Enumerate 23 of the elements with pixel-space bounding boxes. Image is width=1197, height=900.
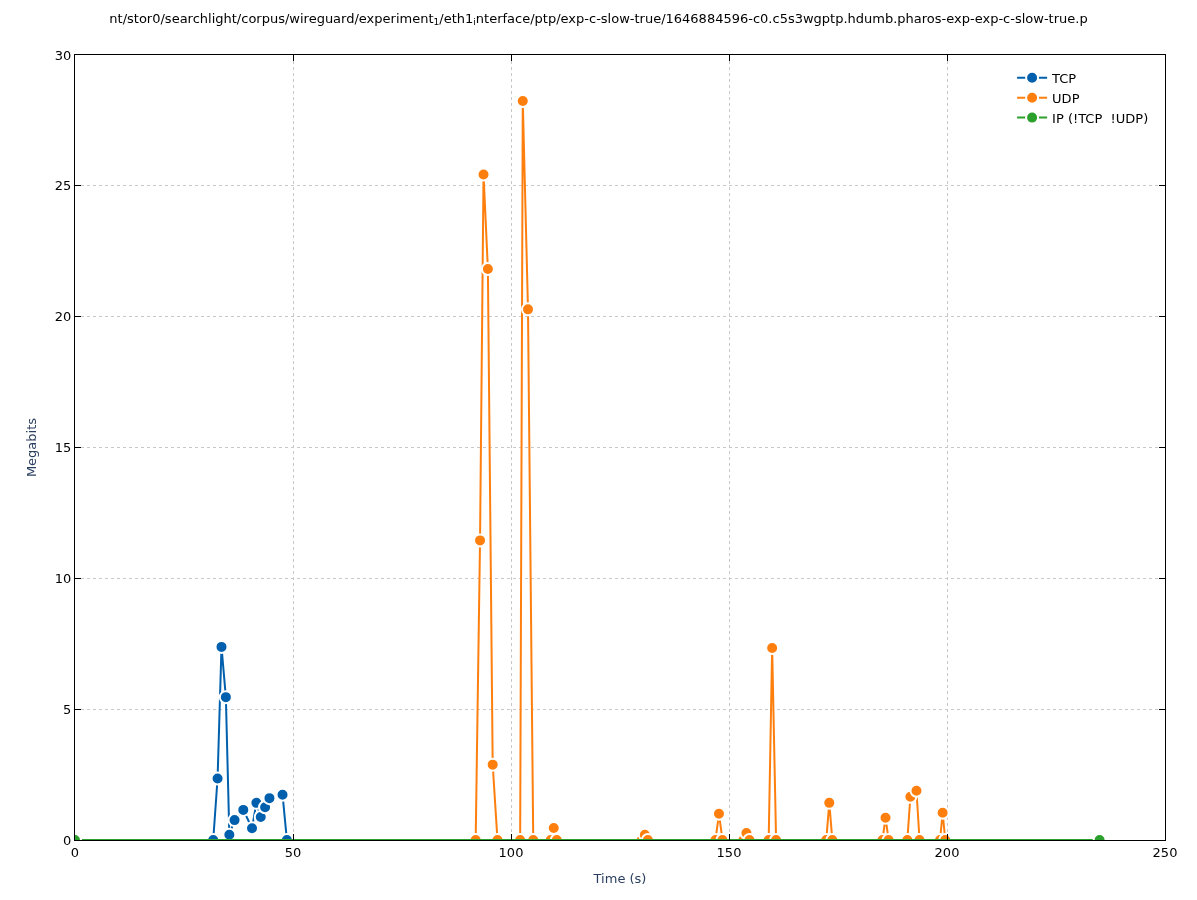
point xyxy=(521,302,535,317)
x-tick-label: 100 xyxy=(498,844,524,860)
x-tick-label: 50 xyxy=(284,844,302,860)
x-axis-title: Time (s) xyxy=(592,871,647,887)
point xyxy=(480,262,495,277)
y-tick-label: 25 xyxy=(54,178,72,194)
x-tick-label: 200 xyxy=(934,844,960,860)
point xyxy=(222,827,237,840)
y-tick-label: 10 xyxy=(54,570,72,586)
y-tick-label: 30 xyxy=(54,47,72,63)
legend-label: UDP xyxy=(1052,90,1080,106)
point xyxy=(515,94,530,109)
y-tick-label: 15 xyxy=(54,440,72,456)
x-tick-label: 250 xyxy=(1152,844,1178,860)
y-tick-label: 5 xyxy=(63,701,72,717)
y-axis-title: Megabits xyxy=(23,417,39,478)
legend-label: TCP xyxy=(1051,70,1077,86)
legend-label: IP (!TCP !UDP) xyxy=(1052,110,1149,126)
x-tick-label: 150 xyxy=(716,844,742,860)
point xyxy=(476,167,491,182)
y-tick-label: 20 xyxy=(54,309,72,325)
chart-title: nt/stor0/searchlight/corpus/wireguard/experiment$_{1}$/eth1$_{i}$nterface/ptp/exp-c-slow-true/1646884596-c0.c5s3wgptp.hdumb.pharos-exp-exp-c-slow-true.p xyxy=(109,10,1088,28)
y-tick-label: 0 xyxy=(63,832,72,848)
